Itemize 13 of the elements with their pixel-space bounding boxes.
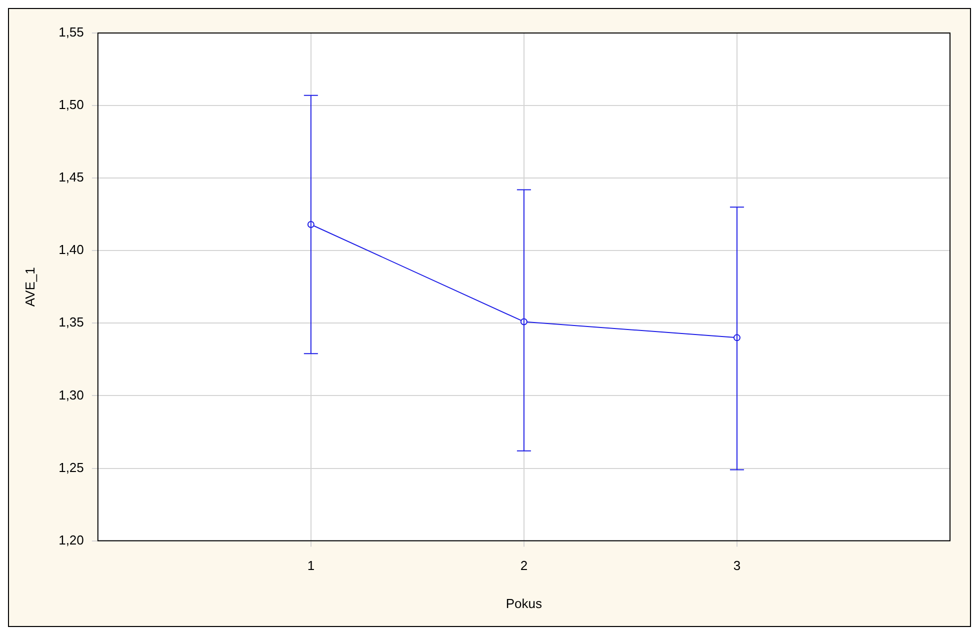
y-tick-label: 1,35 xyxy=(58,314,84,330)
y-tick-label: 1,55 xyxy=(58,24,84,40)
x-tick-label: 2 xyxy=(520,558,528,574)
x-axis-title: Pokus xyxy=(506,596,543,611)
y-tick-label: 1,40 xyxy=(58,242,84,258)
x-tick-label: 1 xyxy=(307,558,315,574)
y-tick-label: 1,20 xyxy=(58,532,84,548)
y-tick-label: 1,30 xyxy=(58,387,84,402)
y-axis-title: AVE_1 xyxy=(22,267,38,307)
y-tick-label: 1,25 xyxy=(58,460,84,475)
y-tick-label: 1,45 xyxy=(58,170,84,185)
y-tick-label: 1,50 xyxy=(58,97,84,112)
x-tick-label: 3 xyxy=(733,558,741,574)
